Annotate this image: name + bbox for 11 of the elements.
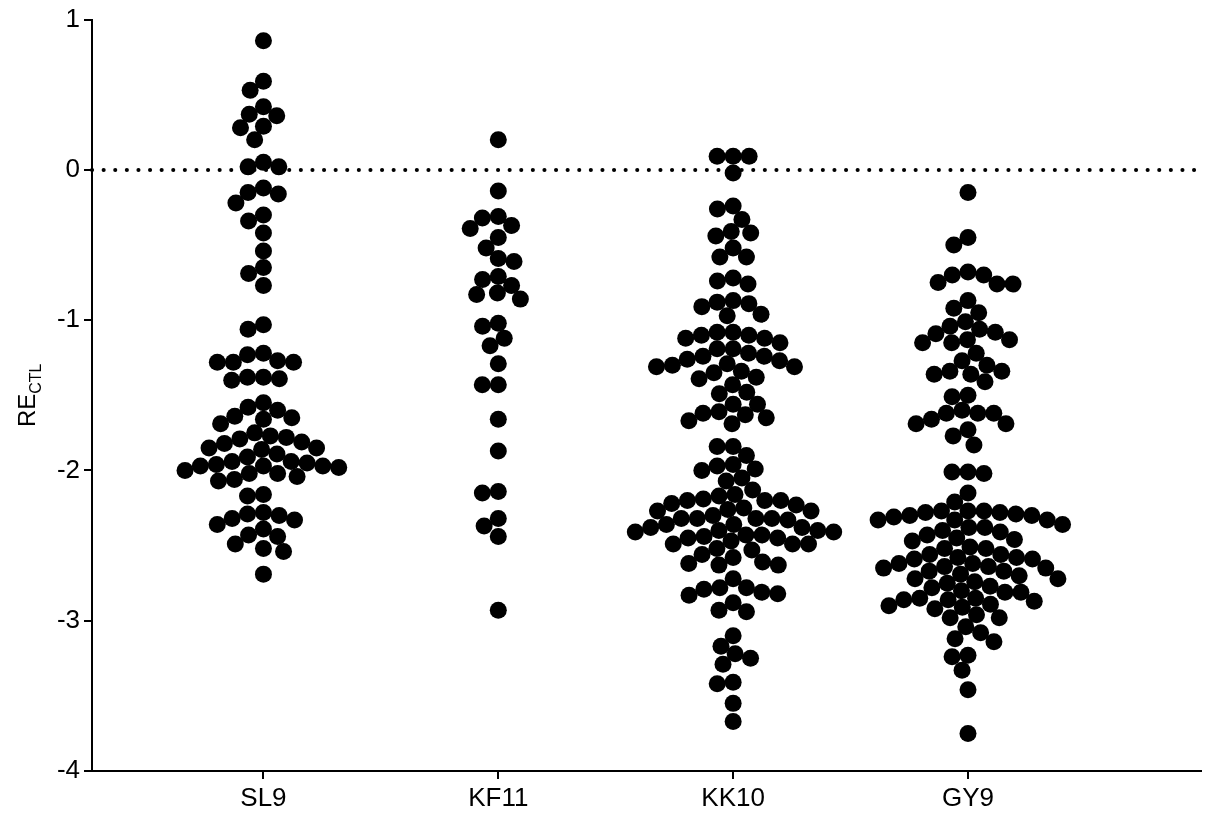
x-tick-label: KF11	[468, 781, 529, 812]
y-tick-label: 1	[65, 2, 80, 33]
x-tick-label: SL9	[240, 781, 287, 812]
x-tick-label: GY9	[941, 781, 995, 812]
y-tick-label: 0	[65, 153, 80, 184]
y-axis-title: RECTL	[13, 363, 44, 428]
x-tick-label: KK10	[701, 781, 765, 812]
y-tick-label: -3	[56, 603, 80, 634]
y-tick-label: -1	[56, 303, 80, 334]
y-tick-label: -4	[56, 754, 80, 785]
y-tick-label: -2	[56, 453, 80, 484]
